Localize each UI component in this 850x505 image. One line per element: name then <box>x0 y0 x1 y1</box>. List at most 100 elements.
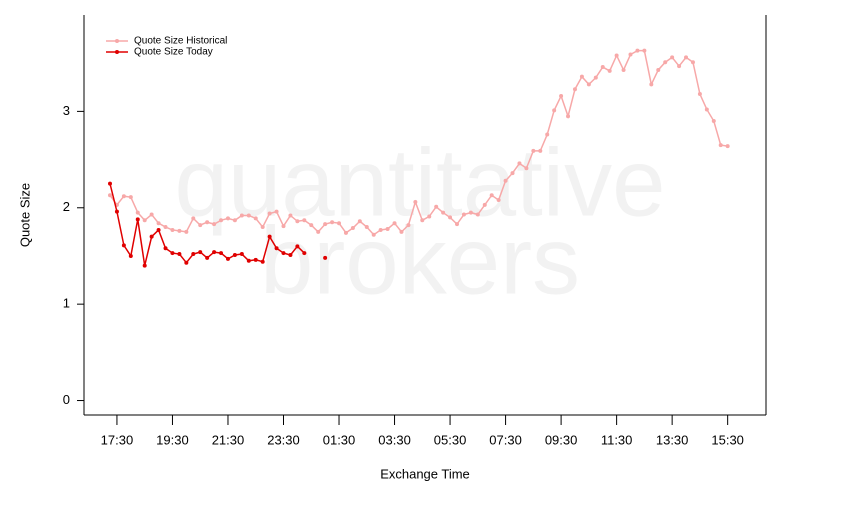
point <box>288 253 293 257</box>
x-tick-label: 23:30 <box>267 432 300 447</box>
point <box>219 218 224 223</box>
point <box>128 195 133 200</box>
point <box>316 229 321 234</box>
x-tick-label: 19:30 <box>156 432 189 447</box>
point <box>670 55 675 60</box>
point <box>663 60 668 65</box>
point <box>559 93 564 98</box>
point <box>274 246 279 251</box>
point <box>108 181 112 186</box>
point <box>253 216 258 221</box>
point <box>219 251 224 256</box>
point <box>274 209 279 214</box>
point <box>684 55 689 60</box>
point <box>330 220 335 225</box>
point <box>149 212 154 217</box>
point <box>302 218 307 223</box>
point <box>586 82 591 87</box>
point <box>343 230 348 235</box>
point <box>503 178 508 183</box>
x-tick-label: 15:30 <box>711 432 744 447</box>
point <box>239 252 244 257</box>
point <box>531 148 536 153</box>
point <box>267 234 272 239</box>
point <box>323 255 328 260</box>
point <box>448 215 453 220</box>
point <box>295 219 300 224</box>
point <box>177 252 182 257</box>
x-tick-label: 17:30 <box>101 432 134 447</box>
point <box>232 218 237 223</box>
point <box>635 48 640 53</box>
point <box>170 251 175 256</box>
point <box>552 108 557 113</box>
legend-swatch <box>115 50 119 54</box>
point <box>517 161 522 166</box>
point <box>260 259 265 264</box>
point <box>399 229 404 234</box>
point <box>225 256 230 261</box>
point <box>225 216 230 221</box>
point <box>149 234 154 239</box>
point <box>205 220 210 225</box>
point <box>649 82 654 87</box>
x-tick-label: 03:30 <box>378 432 411 447</box>
point <box>337 221 342 226</box>
point <box>510 171 515 176</box>
y-tick-label: 1 <box>63 296 70 311</box>
point <box>253 257 258 262</box>
point <box>427 214 432 219</box>
point <box>406 223 411 228</box>
point <box>378 227 383 232</box>
point <box>697 92 702 97</box>
point <box>371 232 376 237</box>
point <box>184 229 189 234</box>
legend-label: Quote Size Today <box>134 47 213 58</box>
point <box>281 251 286 256</box>
point <box>607 68 612 73</box>
y-tick-label: 3 <box>63 103 70 118</box>
point <box>205 255 210 260</box>
point <box>163 246 168 251</box>
point <box>212 222 217 227</box>
point <box>170 227 175 232</box>
point <box>455 222 459 227</box>
point <box>135 210 140 215</box>
legend-label: Quote Size Historical <box>134 36 227 47</box>
y-tick-label: 0 <box>63 392 70 407</box>
point <box>135 217 140 222</box>
point <box>309 223 314 228</box>
point <box>156 221 161 226</box>
point <box>156 227 161 232</box>
point <box>704 107 709 112</box>
point <box>441 210 446 215</box>
point <box>482 202 487 207</box>
point <box>725 144 730 149</box>
point <box>128 253 133 258</box>
point <box>288 213 293 218</box>
point <box>191 216 196 221</box>
point <box>281 224 286 229</box>
legend-swatch <box>115 39 119 43</box>
point <box>593 75 598 80</box>
point <box>246 213 251 218</box>
point <box>198 223 203 228</box>
point <box>142 263 147 268</box>
point <box>420 218 425 223</box>
point <box>545 132 550 137</box>
point <box>267 211 272 216</box>
point <box>385 226 390 231</box>
x-tick-label: 09:30 <box>545 432 578 447</box>
point <box>350 226 355 231</box>
point <box>572 87 577 92</box>
x-tick-label: 13:30 <box>656 432 689 447</box>
point <box>524 166 529 171</box>
point <box>434 204 439 209</box>
point <box>677 64 682 69</box>
point <box>642 48 647 53</box>
point <box>163 225 168 230</box>
point <box>621 67 626 72</box>
point <box>392 221 397 226</box>
point <box>260 225 265 230</box>
